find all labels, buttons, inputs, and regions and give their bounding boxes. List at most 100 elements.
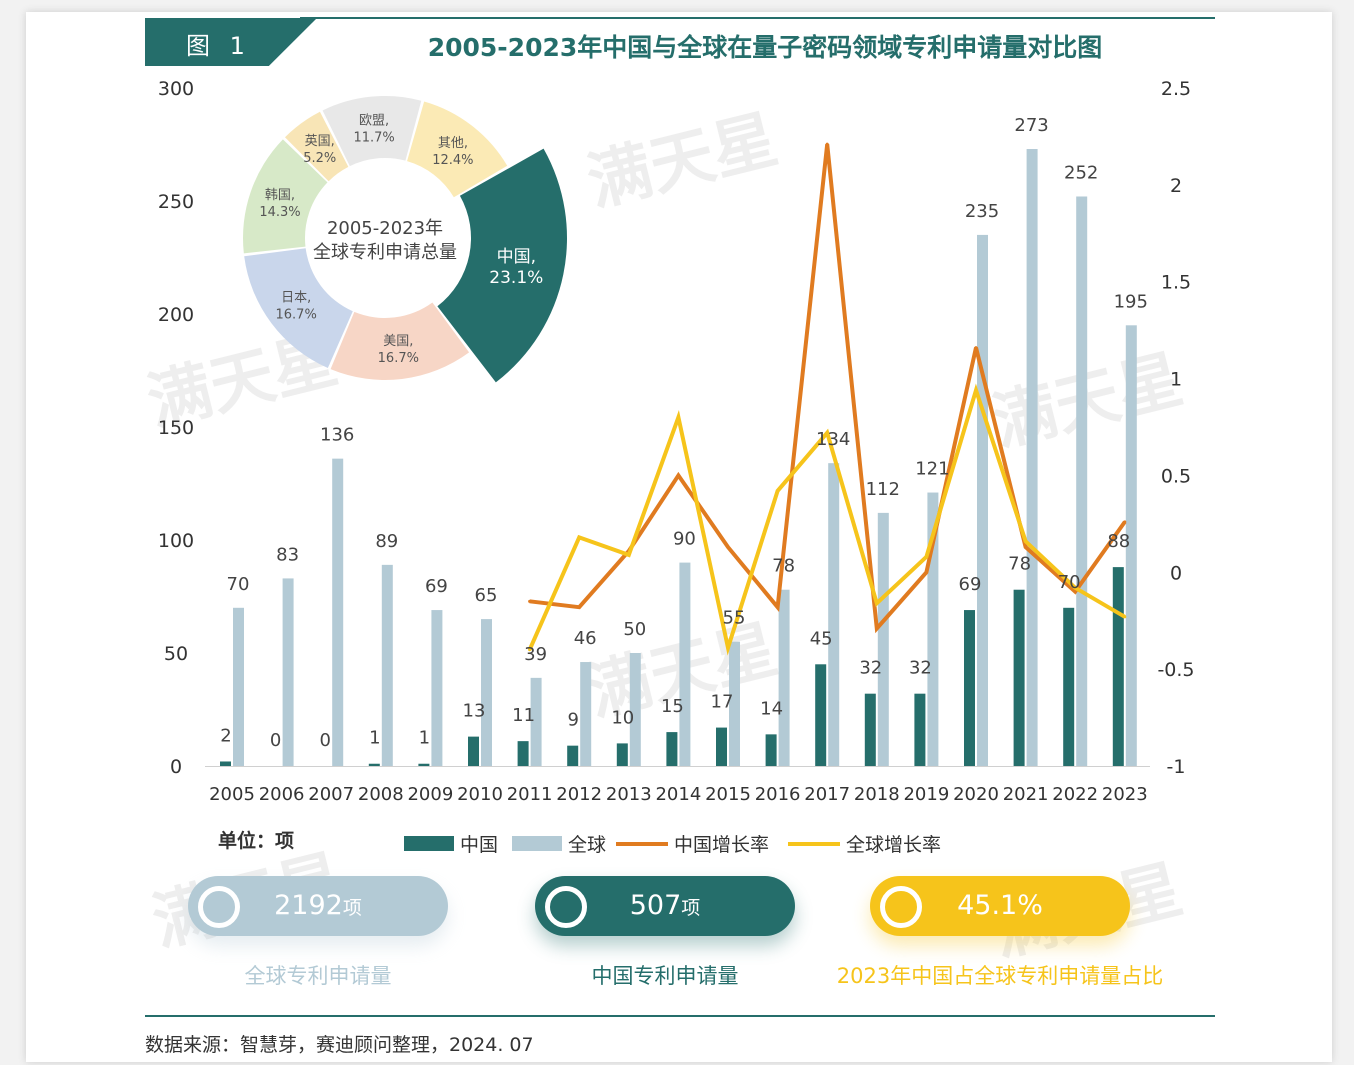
global-bar — [629, 653, 641, 766]
china-data-label: 17 — [711, 692, 734, 713]
y-right-tick-label: 0 — [1170, 562, 1182, 584]
donut-slice-label: 日本, — [281, 291, 311, 306]
donut-slice-pct: 14.3% — [259, 205, 300, 220]
china-data-label: 69 — [959, 574, 982, 595]
global-data-label: 273 — [1014, 115, 1048, 136]
china-bar — [666, 732, 678, 766]
donut-chart: 中国,23.1% 美国, 16.7% 日本, 16.7% 韩国, 14.3% 英国, 5.2% 欧… — [243, 96, 567, 383]
global-growth-point — [676, 415, 680, 419]
china-data-label: 13 — [463, 701, 486, 722]
global-bar — [233, 607, 244, 766]
y-left-tick-label: 300 — [158, 78, 194, 100]
x-tick-label: 2021 — [1003, 784, 1049, 805]
china-data-label: 1 — [419, 728, 430, 749]
y-right-tick-label: 1 — [1170, 369, 1182, 391]
legend-item: 全球 — [512, 830, 606, 857]
legend-label: 中国 — [460, 834, 499, 856]
china-bar — [220, 761, 231, 766]
global-growth-point — [528, 648, 532, 652]
global-data-label: 195 — [1114, 291, 1148, 312]
donut-slice-label: 韩国, — [265, 188, 295, 203]
donut-slice — [244, 248, 353, 368]
axes-layer: 2005 2006 2007 2008 2009 2010 2011 2012 2013 2014… — [158, 78, 1195, 805]
global-bar — [1076, 196, 1088, 767]
donut-slice — [437, 148, 567, 383]
x-tick-label: 2015 — [705, 784, 751, 805]
legend-item: 中国 — [404, 830, 498, 857]
china-bar — [914, 693, 926, 766]
stat-unit: 项 — [681, 897, 701, 919]
china-bar — [1112, 567, 1124, 766]
stat-pill: 45.1% — [870, 876, 1130, 936]
legend-item: 中国增长率 — [616, 830, 769, 857]
global-data-label: 55 — [723, 608, 746, 629]
global-bar — [1026, 149, 1038, 766]
stat-value: 507项 — [535, 876, 795, 938]
global-growth-point — [1123, 615, 1127, 619]
ring-icon — [545, 886, 587, 928]
china-growth-point — [676, 473, 680, 477]
global-bar — [580, 662, 592, 766]
figure-label: 图 1 — [186, 32, 251, 60]
x-tick-label: 2020 — [953, 784, 999, 805]
x-tick-label: 2013 — [606, 784, 652, 805]
donut-slice-pct: 12.4% — [432, 153, 473, 168]
china-data-label: 9 — [567, 710, 578, 731]
stat-unit: 项 — [342, 897, 362, 919]
legend-item: 全球增长率 — [788, 830, 941, 857]
donut-slice-label: 中国, — [497, 247, 536, 267]
y-left-tick-label: 50 — [164, 643, 188, 665]
global-bar — [729, 641, 740, 766]
global-bar — [481, 619, 492, 766]
x-tick-label: 2007 — [308, 784, 354, 805]
legend-label: 全球 — [568, 834, 607, 856]
x-tick-label: 2017 — [804, 784, 850, 805]
china-growth-point — [825, 142, 829, 146]
donut-slice-label: 美国, — [383, 334, 413, 349]
china-data-label: 88 — [1107, 531, 1130, 552]
china-data-label: 14 — [760, 698, 783, 719]
china-growth-point — [1024, 545, 1028, 549]
china-growth-point — [1123, 520, 1127, 524]
china-data-label: 1 — [369, 728, 380, 749]
china-bar — [517, 741, 529, 766]
donut-slice — [407, 101, 508, 198]
x-tick-label: 2014 — [655, 784, 701, 805]
global-data-label: 39 — [524, 644, 547, 665]
labels-layer: 70 2 83 0 136 0 89 1 69 1 65 13 39 11 46 9 50 10 90 15 55 17 7… — [220, 115, 1148, 751]
donut-slice — [243, 139, 328, 254]
lines-layer — [527, 142, 1127, 656]
global-growth-point — [627, 553, 631, 557]
global-bar — [282, 578, 294, 766]
global-bar — [877, 512, 889, 766]
china-growth-point — [528, 599, 532, 603]
global-data-label: 50 — [623, 619, 646, 640]
china-data-label: 2 — [220, 725, 231, 746]
donut-slice-pct: 11.7% — [353, 131, 394, 146]
y-right-tick-label: 2.5 — [1161, 78, 1191, 100]
global-bar — [927, 492, 939, 766]
donut-slice — [284, 111, 349, 182]
donut-slice-pct: 5.2% — [303, 151, 336, 166]
donut-slice-pct: 16.7% — [276, 308, 317, 323]
x-tick-label: 2011 — [507, 784, 553, 805]
china-bar — [567, 745, 579, 766]
global-data-label: 121 — [915, 459, 949, 480]
china-bar — [765, 734, 777, 766]
x-tick-label: 2023 — [1102, 784, 1148, 805]
china-bar — [418, 763, 430, 766]
stat-caption: 2023年中国占全球专利申请量占比 — [836, 964, 1164, 988]
china-data-label: 15 — [661, 696, 684, 717]
stat-caption: 全球专利申请量 — [244, 964, 392, 988]
global-bar — [679, 562, 691, 766]
x-tick-label: 2018 — [854, 784, 900, 805]
donut-slice-pct: 23.1% — [489, 268, 543, 288]
global-bar — [778, 589, 790, 766]
china-data-label: 10 — [611, 707, 634, 728]
global-bar — [828, 463, 840, 766]
legend-label: 中国增长率 — [674, 834, 770, 856]
global-data-label: 78 — [772, 556, 795, 577]
legend-label: 全球增长率 — [846, 834, 942, 856]
global-growth-point — [825, 431, 829, 435]
